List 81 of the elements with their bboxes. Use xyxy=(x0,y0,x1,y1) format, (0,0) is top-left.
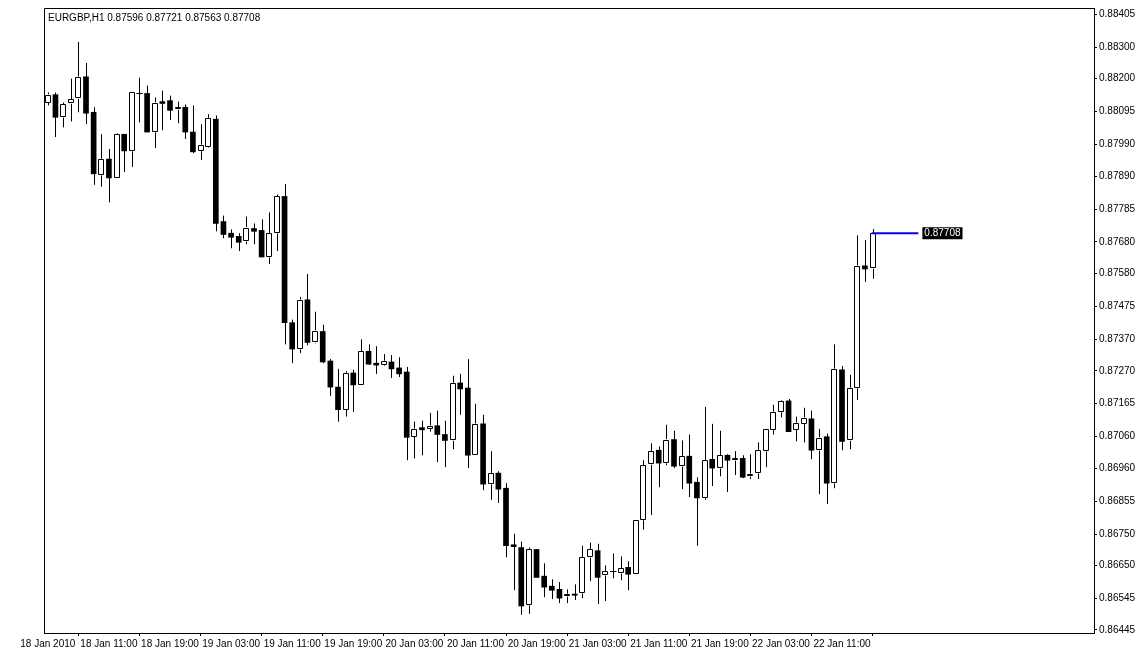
y-tick-label: 0.87165 xyxy=(1099,397,1136,409)
candlestick xyxy=(98,133,105,188)
ref-line-label: 0.87708 xyxy=(924,226,961,238)
candlestick xyxy=(106,148,112,203)
x-tick-label: 22 Jan 03:00 xyxy=(752,637,811,649)
candlestick xyxy=(75,41,82,113)
candlestick xyxy=(190,104,196,154)
candlestick xyxy=(52,91,59,138)
x-tick-label: 22 Jan 11:00 xyxy=(813,637,871,649)
candlestick xyxy=(854,234,861,401)
candlestick xyxy=(816,428,822,495)
y-tick-label: 0.87475 xyxy=(1099,300,1136,312)
x-tick-label: 21 Jan 11:00 xyxy=(630,637,688,649)
y-tick-label: 0.87270 xyxy=(1099,364,1136,376)
candlestick xyxy=(640,459,647,531)
candlestick xyxy=(632,519,639,575)
candlestick xyxy=(419,420,425,456)
candlestick xyxy=(648,442,654,516)
y-tick-label: 0.88300 xyxy=(1099,41,1136,53)
y-tick-label: 0.88405 xyxy=(1099,8,1136,20)
candlestick xyxy=(151,97,158,149)
candlestick xyxy=(128,91,135,168)
candlestick xyxy=(602,564,609,602)
candlestick xyxy=(228,228,234,249)
candlestick xyxy=(487,450,494,501)
y-tick-label: 0.86650 xyxy=(1099,559,1136,571)
y-tick-label: 0.88095 xyxy=(1099,105,1136,117)
y-tick-label: 0.86960 xyxy=(1099,461,1136,473)
y-tick-label: 0.87580 xyxy=(1099,267,1136,279)
candlestick xyxy=(755,441,761,480)
candlestick xyxy=(541,562,548,598)
candlestick xyxy=(793,416,800,442)
y-tick-label: 0.86445 xyxy=(1099,623,1136,635)
candlestick xyxy=(510,533,517,591)
candlestick xyxy=(526,547,532,615)
x-tick-label: 20 Jan 19:00 xyxy=(507,637,566,649)
x-tick-label: 20 Jan 11:00 xyxy=(446,637,505,649)
x-tick-label: 19 Jan 03:00 xyxy=(202,637,261,649)
candlestick xyxy=(442,420,448,468)
candlestick xyxy=(694,476,700,547)
candlestick xyxy=(579,545,586,599)
candlestick xyxy=(60,102,66,128)
x-tick-label: 21 Jan 03:00 xyxy=(568,637,627,649)
candlestick xyxy=(800,407,807,443)
candlestick xyxy=(335,368,341,423)
candlestick xyxy=(220,215,227,239)
candlestick xyxy=(587,542,593,582)
candlestick xyxy=(296,296,303,354)
candlestick xyxy=(869,228,876,280)
x-tick-label: 18 Jan 19:00 xyxy=(141,637,200,649)
y-tick-label: 0.86855 xyxy=(1099,494,1136,506)
y-tick-label: 0.86545 xyxy=(1099,592,1136,604)
candlestick xyxy=(274,194,280,252)
candlestick xyxy=(732,450,738,476)
x-tick-label: 18 Jan 11:00 xyxy=(80,637,138,649)
y-tick-label: 0.87060 xyxy=(1099,430,1136,442)
candlestick xyxy=(266,211,273,265)
candlestick xyxy=(251,222,257,245)
candlestick xyxy=(312,311,318,344)
candlestick xyxy=(358,338,364,386)
x-tick-label: 19 Jan 11:00 xyxy=(263,637,322,649)
candlestick xyxy=(548,578,555,600)
y-tick-label: 0.86750 xyxy=(1099,527,1136,539)
candlestick xyxy=(67,78,74,122)
candlestick xyxy=(724,453,731,493)
candlestick xyxy=(716,430,723,477)
x-tick-label: 20 Jan 03:00 xyxy=(385,637,444,649)
y-tick-label: 0.88200 xyxy=(1099,72,1136,84)
y-tick-label: 0.87785 xyxy=(1099,202,1136,214)
y-tick-label: 0.87370 xyxy=(1099,333,1136,345)
x-tick-label: 21 Jan 19:00 xyxy=(690,637,750,649)
x-tick-label: 18 Jan 2010 xyxy=(20,637,76,649)
x-tick-label: 19 Jan 19:00 xyxy=(324,637,383,649)
candlestick xyxy=(159,90,166,131)
candlestick xyxy=(167,95,173,121)
y-tick-label: 0.87990 xyxy=(1099,138,1136,150)
y-tick-label: 0.87680 xyxy=(1099,235,1136,247)
chart-title: EURGBP,H1 0.87596 0.87721 0.87563 0.87708 xyxy=(48,12,261,23)
y-tick-label: 0.87890 xyxy=(1099,169,1136,181)
candlestick xyxy=(396,356,402,378)
candlestick xyxy=(846,374,853,450)
